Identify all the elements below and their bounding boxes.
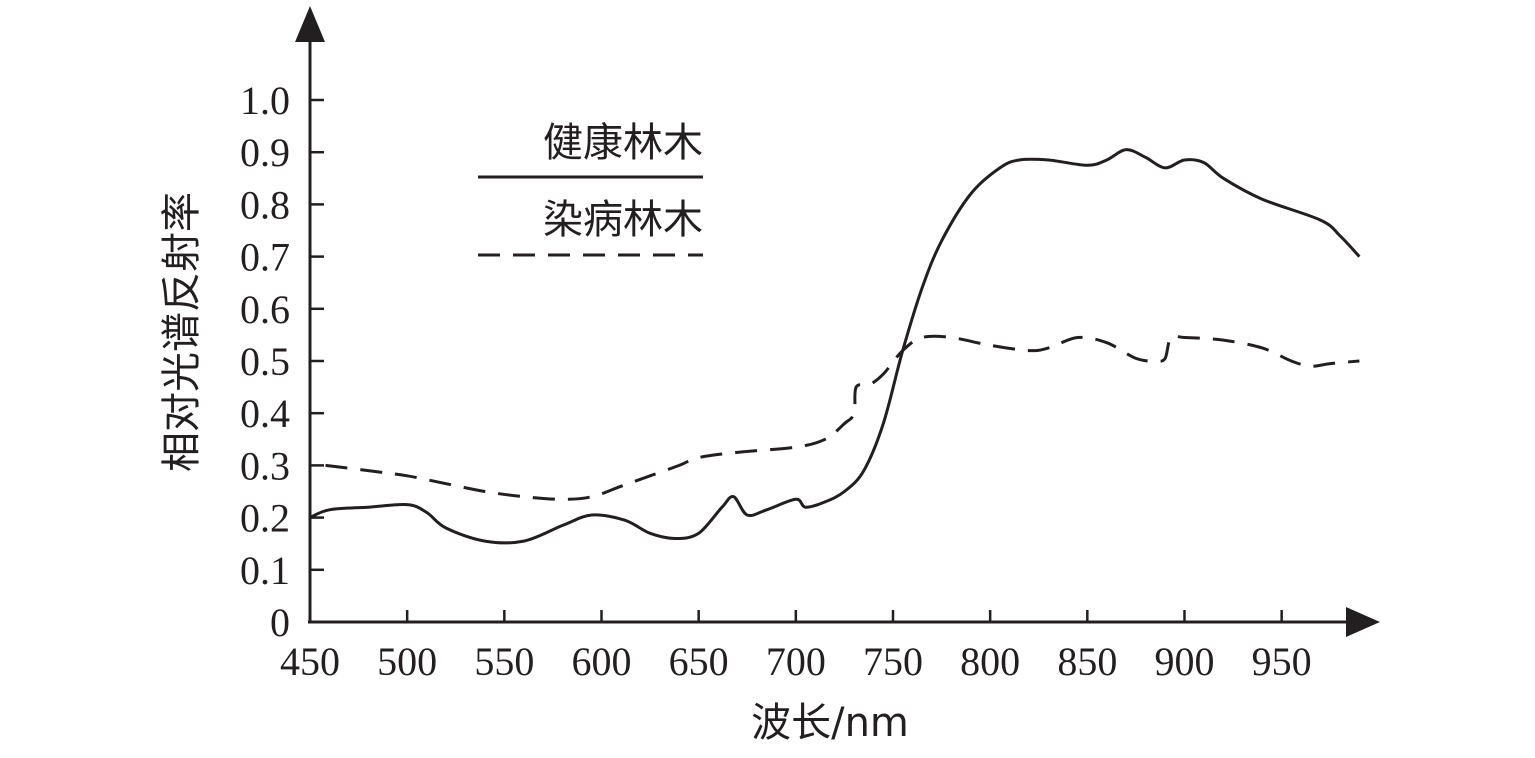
y-tick-label: 0.9 [240, 130, 290, 175]
y-tick-label: 0.2 [240, 496, 290, 541]
y-tick-label: 0.6 [240, 287, 290, 332]
x-tick-label: 550 [474, 639, 534, 684]
y-tick-label: 0.1 [240, 548, 290, 593]
x-tick-label: 600 [571, 639, 631, 684]
x-axis-title: 波长/nm [751, 700, 909, 746]
y-ticks: 0 0.1 0.2 0.3 0.4 0.5 0.6 0.7 0.8 0.9 1.0 [240, 78, 324, 645]
legend-label-healthy: 健康林木 [543, 120, 703, 166]
legend: 健康林木 染病林木 [478, 120, 703, 257]
y-tick-label: 0 [270, 600, 290, 645]
series-line-diseased [325, 334, 1360, 501]
y-tick-label: 0.8 [240, 182, 290, 227]
x-axis-arrow [1346, 607, 1380, 637]
y-tick-label: 0.3 [240, 443, 290, 488]
x-tick-label: 650 [669, 639, 729, 684]
y-axis-arrow [295, 6, 325, 42]
x-tick-label: 500 [377, 639, 437, 684]
y-tick-label: 0.4 [240, 391, 290, 436]
axes [295, 6, 1380, 637]
legend-label-diseased: 染病林木 [543, 197, 703, 243]
x-tick-label: 700 [766, 639, 826, 684]
y-tick-label: 0.5 [240, 339, 290, 384]
series-layer [309, 148, 1361, 545]
x-tick-label: 950 [1252, 639, 1312, 684]
x-tick-label: 750 [863, 639, 923, 684]
x-tick-label: 850 [1057, 639, 1117, 684]
x-ticks: 450 500 550 600 650 700 750 800 850 900 950 [280, 610, 1312, 684]
x-tick-label: 450 [280, 639, 340, 684]
x-tick-label: 900 [1154, 639, 1214, 684]
y-axis-title: 相对光谱反射率 [159, 192, 205, 472]
y-tick-label: 1.0 [240, 78, 290, 123]
x-tick-label: 800 [960, 639, 1020, 684]
y-tick-label: 0.7 [240, 235, 290, 280]
series-line-healthy [309, 148, 1361, 545]
